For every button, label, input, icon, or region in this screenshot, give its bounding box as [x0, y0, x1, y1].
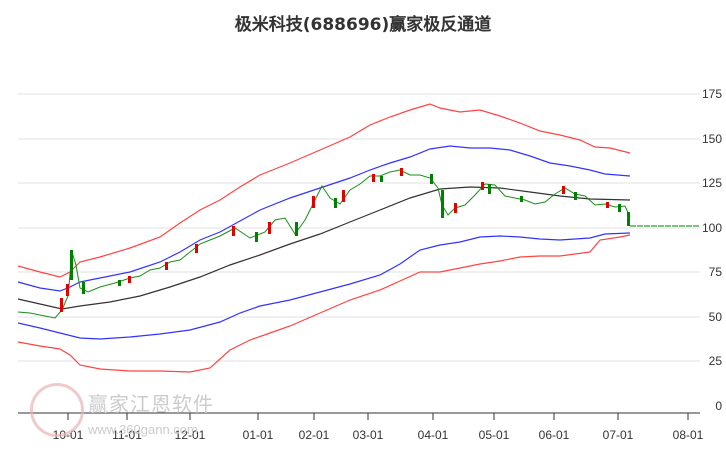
watermark-name: 赢家江恩软件 — [88, 392, 214, 416]
candlesticks — [17, 168, 631, 319]
x-tick-02-01: 02-01 — [298, 428, 330, 442]
y-tick-150: 150 — [701, 132, 722, 146]
x-tick-03-01: 03-01 — [352, 428, 384, 442]
y-tick-0: 0 — [715, 399, 722, 413]
y-tick-125: 125 — [701, 176, 722, 190]
watermark-logo-icon — [30, 383, 84, 437]
watermark-url: www.360gann.com — [88, 422, 198, 437]
x-tick-07-01: 07-01 — [602, 428, 634, 442]
x-tick-06-01: 06-01 — [538, 428, 570, 442]
y-tick-175: 175 — [701, 87, 722, 101]
x-tick-08-01: 08-01 — [672, 428, 704, 442]
y-tick-50: 50 — [708, 310, 722, 324]
middle-line — [17, 186, 631, 310]
x-tick-12-01: 12-01 — [174, 428, 206, 442]
gridlines — [18, 93, 700, 362]
y-tick-75: 75 — [708, 265, 722, 279]
x-tick-01-01: 01-01 — [242, 428, 274, 442]
chart-title: 极米科技(688696)赢家极反通道 — [234, 15, 492, 35]
outer-upper-band — [17, 103, 631, 278]
inner-upper-band — [17, 145, 631, 292]
outer-lower-band — [17, 234, 631, 373]
x-tick-05-01: 05-01 — [478, 428, 510, 442]
y-tick-25: 25 — [708, 354, 722, 368]
x-tick-04-01: 04-01 — [417, 428, 449, 442]
y-tick-100: 100 — [701, 221, 722, 235]
x-tick-11-01: 11-01 — [112, 428, 142, 442]
inner-lower-band — [17, 232, 631, 340]
